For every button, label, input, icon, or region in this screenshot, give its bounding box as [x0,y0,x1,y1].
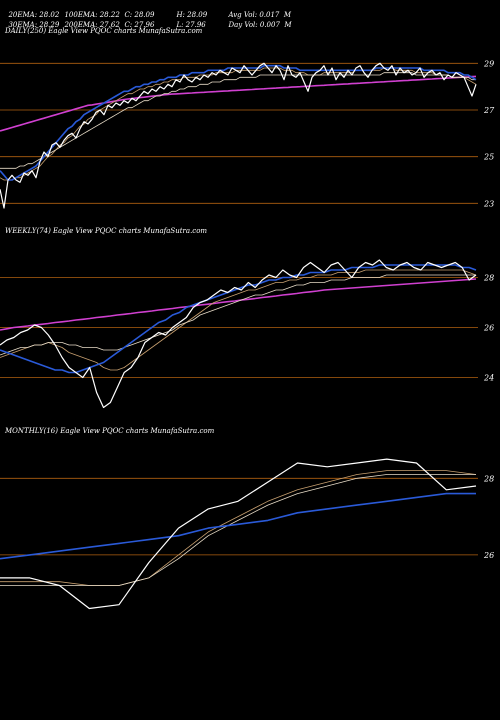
weekly-ema-blue-line [0,264,477,374]
daily-chart-title: DAILY(250) Eagle View PQOC charts Munafa… [5,27,203,35]
monthly-panel: 28 26 [0,458,494,610]
monthly-chart-title: MONTHLY(16) Eagle View PQOC charts Munaf… [5,427,215,435]
ema200-readout: 200EMA: 27.62 [64,21,120,29]
day-volume-readout: Day Vol: 0.007 M [228,21,292,29]
weekly-price-line [0,259,477,409]
daily-price-line [0,62,477,209]
daily-tick-label-25: 25 [483,153,494,162]
monthly-ema-blue-line [0,492,476,560]
weekly-tick-label-26: 26 [483,324,494,333]
daily-ema-mid-line [0,72,476,169]
daily-tick-label-27: 27 [483,106,495,115]
close-readout: C: 28.09 [124,11,155,19]
weekly-panel: 28 26 24 [0,259,494,409]
daily-tick-label-23: 23 [483,199,494,208]
weekly-tick-label-24: 24 [483,374,494,383]
ema20-readout: 20EMA: 28.02 [8,11,60,19]
monthly-ema-fast-line [0,470,477,586]
weekly-ema-mid-line [0,274,476,356]
low-readout: L: 27.96 [176,21,206,29]
weekly-ema-magenta-line [0,278,477,331]
daily-ema-fast-line [0,67,477,181]
high-readout: H: 28.09 [176,11,208,19]
monthly-price-line [0,458,477,610]
daily-ema-magenta-line [0,75,477,132]
weekly-chart-title: WEEKLY(74) Eagle View PQOC charts Munafa… [5,227,208,235]
monthly-tick-label-26: 26 [483,551,494,560]
header-row-1: 20EMA: 28.02 100EMA: 28.22 C: 28.09 H: 28.0… [4,2,291,20]
daily-panel: 29 27 25 23 [0,59,495,209]
header-row-2: 30EMA: 28.29 200EMA: 27.62 C: 27.96 L: 27.9… [4,12,292,30]
daily-tick-label-29: 29 [483,59,494,68]
ema30-readout: 30EMA: 28.29 [8,21,60,29]
monthly-tick-label-28: 28 [483,474,494,483]
weekly-tick-label-28: 28 [483,274,494,283]
avg-volume-readout: Avg Vol: 0.017 M [228,11,291,19]
ema100-readout: 100EMA: 28.22 [64,11,120,19]
monthly-ema-mid-line [0,474,476,586]
weekly-ema-fast-line [0,269,477,371]
daily-ema-blue-line [0,64,477,181]
close-readout-2: C: 27.96 [124,21,155,29]
